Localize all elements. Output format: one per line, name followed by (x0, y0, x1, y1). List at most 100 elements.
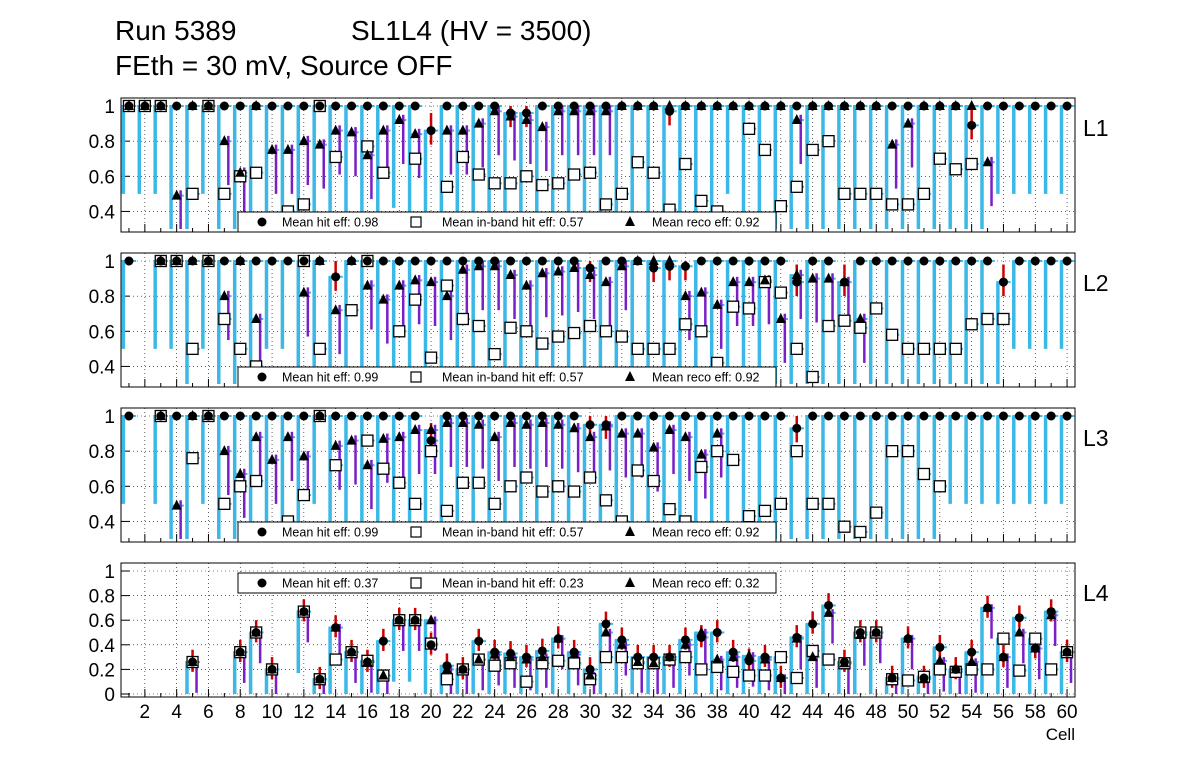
reco-marker (680, 431, 691, 442)
y-tick-label: 1 (104, 562, 115, 583)
inband-marker (997, 632, 1010, 645)
inband-marker (774, 200, 787, 213)
inband-marker (472, 319, 485, 333)
hit-marker (521, 411, 531, 421)
hit-marker (521, 108, 531, 118)
hit-marker (490, 411, 500, 421)
inband-marker (854, 187, 867, 201)
hit-marker (537, 101, 547, 111)
hit-marker (172, 101, 182, 111)
inband-marker (933, 663, 946, 676)
x-tick-label: 46 (834, 702, 855, 723)
inband-marker (838, 314, 851, 327)
reco-marker (791, 114, 802, 125)
inband-marker (615, 330, 628, 343)
legend-inband-marker (410, 371, 422, 383)
inband-marker (520, 675, 533, 688)
reco-marker (600, 105, 611, 116)
inband-marker (1013, 664, 1026, 677)
inband-marker (917, 187, 931, 201)
reco-marker (712, 100, 723, 110)
reco-marker (664, 424, 675, 435)
hit-marker (347, 101, 357, 111)
panel-l3: 1 0.8 0.6 0.4 Mean hit eff: 0.99 Mean in-band… (89, 407, 1109, 543)
inband-marker (504, 177, 517, 190)
hit-marker (442, 101, 452, 111)
reco-marker (966, 656, 977, 667)
inband-marker (886, 328, 899, 341)
inband-marker (568, 485, 581, 498)
reco-marker (330, 304, 341, 315)
reco-marker (823, 272, 834, 283)
hit-marker (585, 664, 595, 674)
inband-marker (727, 453, 740, 467)
y-tick-label: 0.8 (89, 287, 115, 308)
inband-marker (536, 178, 549, 192)
hit-marker (331, 272, 341, 282)
inband-marker (393, 476, 406, 489)
reco-marker (155, 255, 166, 265)
hit-marker (871, 256, 881, 266)
inband-marker (679, 650, 692, 664)
reco-marker (585, 431, 596, 442)
inband-marker (186, 342, 199, 356)
reco-marker (426, 614, 437, 625)
reco-marker (807, 272, 818, 283)
reco-marker (744, 100, 755, 110)
reco-marker (616, 260, 627, 271)
hit-marker (1014, 411, 1024, 421)
hit-marker (124, 411, 134, 421)
reco-marker (410, 128, 421, 139)
hit-marker (426, 436, 436, 446)
hit-marker (967, 256, 977, 266)
reco-marker (775, 100, 786, 110)
inband-marker (408, 293, 422, 306)
hit-marker (267, 256, 277, 266)
hit-marker (824, 256, 834, 266)
hit-marker (649, 263, 659, 273)
inband-marker (790, 342, 803, 356)
reco-marker (934, 100, 945, 110)
panel-l2: 1 0.8 0.6 0.4 Mean hit eff: 0.99 Mean in-band… (89, 252, 1109, 388)
hit-marker (919, 411, 929, 421)
legend-box (237, 521, 777, 543)
x-tick-label: 6 (203, 702, 214, 723)
panel-frame (120, 97, 1076, 233)
legend-hit-label: Mean hit eff: 0.98 (282, 216, 378, 230)
reco-marker (330, 621, 341, 632)
hit-marker (394, 256, 404, 266)
inband-marker (345, 304, 358, 317)
inband-marker (440, 504, 454, 518)
reco-marker (394, 279, 405, 290)
reco-marker (171, 189, 182, 200)
hit-marker (172, 411, 182, 421)
y-tick-label: 0.4 (89, 636, 116, 657)
reco-marker (759, 274, 770, 285)
inband-marker (663, 502, 676, 516)
reco-marker (537, 121, 548, 132)
x-tick-label: 8 (235, 702, 246, 723)
reco-marker (314, 410, 325, 420)
reco-marker (330, 124, 341, 135)
reco-marker (235, 255, 246, 265)
inband-marker (647, 342, 660, 356)
inband-marker (329, 459, 342, 472)
inband-marker (631, 156, 644, 169)
inband-marker (456, 312, 470, 326)
reco-marker (362, 279, 373, 290)
hit-marker (219, 101, 229, 111)
x-tick-label: 60 (1056, 702, 1077, 723)
x-tick-label: 58 (1025, 702, 1046, 723)
x-tick-label: 30 (579, 702, 600, 723)
hit-marker (935, 256, 945, 266)
reco-marker (314, 673, 325, 684)
hit-marker (998, 411, 1008, 421)
reco-marker (441, 417, 452, 428)
reco-marker (330, 439, 341, 450)
reco-marker (346, 646, 357, 657)
inband-marker (552, 330, 565, 343)
hit-marker (251, 256, 261, 266)
hit-marker (442, 411, 452, 421)
reco-marker (346, 126, 357, 137)
hit-marker (474, 636, 484, 646)
